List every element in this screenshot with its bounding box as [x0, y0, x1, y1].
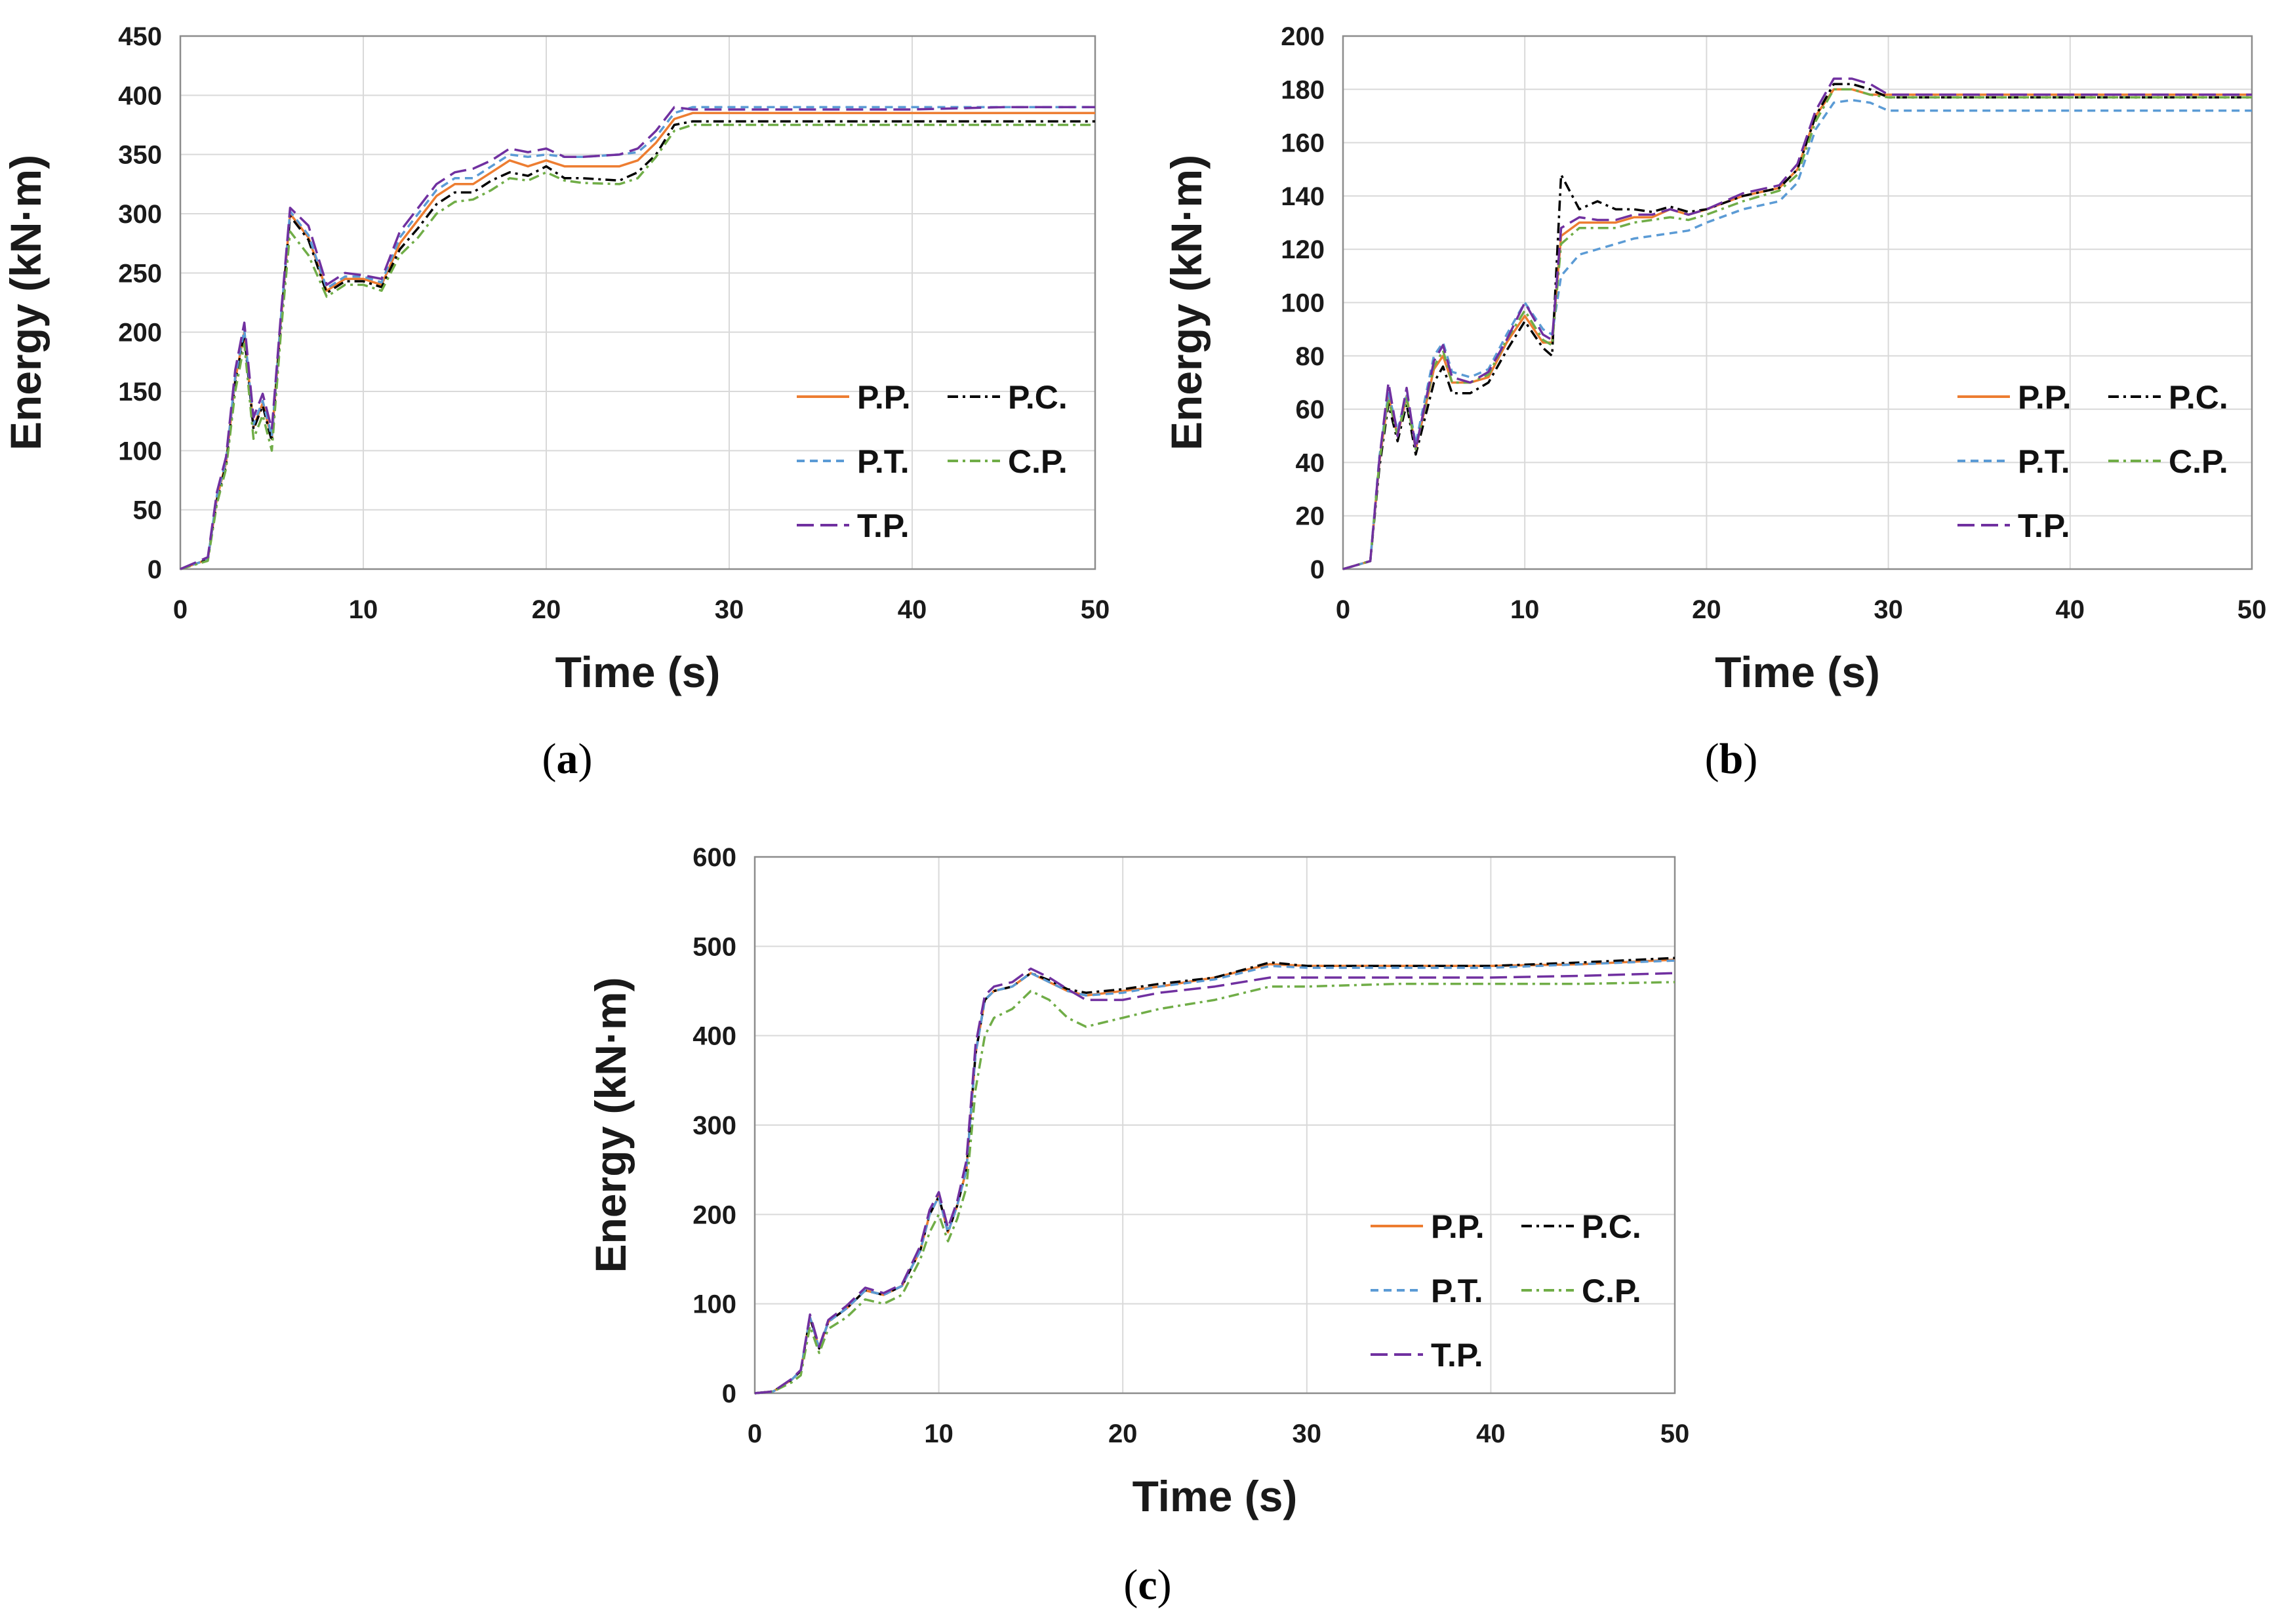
y-tick-label: 200: [1281, 22, 1325, 51]
y-axis-title: Energy (kN·m): [586, 977, 635, 1273]
y-tick-label: 40: [1296, 448, 1325, 477]
y-tick-label: 600: [692, 843, 736, 872]
x-tick-label: 40: [2056, 595, 2085, 624]
legend-label-pt: P.T.: [857, 443, 910, 480]
y-tick-label: 80: [1296, 342, 1325, 371]
y-tick-label: 140: [1281, 182, 1325, 211]
legend-label-cp: C.P.: [1582, 1273, 1641, 1309]
y-tick-label: 100: [1281, 289, 1325, 318]
x-tick-label: 10: [924, 1419, 953, 1448]
y-tick-label: 20: [1296, 502, 1325, 531]
y-tick-label: 0: [1310, 555, 1325, 584]
panel-label-b: (b): [1704, 735, 1758, 783]
series-line-tp: [1342, 77, 2252, 570]
chart-panel-c: 0 10 20 30 40 50 0 100 200 300 400 500 600 Time (s) En…: [571, 820, 1712, 1624]
x-axis-title: Time (s): [1133, 1472, 1298, 1520]
series-line-pt: [754, 959, 1675, 1395]
x-tick-label: 10: [1510, 595, 1540, 624]
x-tick-label: 40: [1476, 1419, 1506, 1448]
y-tick-label: 250: [118, 259, 162, 288]
y-tick-label: 200: [692, 1200, 736, 1229]
x-tick-label: 10: [349, 595, 378, 624]
legend-label-tp: T.P.: [857, 507, 910, 544]
x-tick-label: 50: [2237, 595, 2267, 624]
series-line-cp: [1342, 88, 2252, 570]
legend-label-pc: P.C.: [1582, 1208, 1641, 1245]
y-tick-label: 450: [118, 22, 162, 51]
y-tick-label: 100: [118, 437, 162, 465]
x-tick-label: 20: [1692, 595, 1721, 624]
x-tick-label: 20: [532, 595, 561, 624]
plot-area-frame: [1342, 35, 2253, 570]
chart-b-svg: 0 10 20 30 40 50 0 20 40 60 80 100 120 140 160 180 200 Ti…: [1162, 22, 2267, 696]
y-tick-label: 100: [692, 1290, 736, 1319]
legend-label-pt: P.T.: [1431, 1273, 1483, 1309]
chart-panel-a: 0 10 20 30 40 50 0 50 100 150 200 250 300 350 400 450 Ti…: [0, 0, 1115, 787]
series-line-pt: [180, 106, 1095, 570]
y-tick-label: 400: [118, 81, 162, 110]
series-line-pt: [1342, 98, 2252, 570]
y-tick-label: 120: [1281, 235, 1325, 264]
series-line-pp: [754, 959, 1675, 1395]
y-axis-title: Energy (kN·m): [1162, 155, 1211, 450]
panel-label-c: (c): [1123, 1561, 1172, 1609]
y-tick-label: 50: [133, 496, 163, 525]
x-tick-label: 30: [1293, 1419, 1322, 1448]
x-tick-label: 0: [748, 1419, 762, 1448]
legend-label-pc: P.C.: [2169, 379, 2228, 416]
x-tick-label: 30: [715, 595, 744, 624]
series-line-pc: [1342, 83, 2252, 570]
plot-area-frame: [753, 856, 1676, 1395]
chart-a-svg: 0 10 20 30 40 50 0 50 100 150 200 250 300 350 400 450 Ti…: [1, 22, 1110, 696]
x-tick-label: 0: [1336, 595, 1350, 624]
y-tick-label: 300: [118, 200, 162, 229]
y-tick-label: 500: [692, 932, 736, 961]
series-line-pp: [180, 111, 1095, 570]
y-tick-label: 180: [1281, 75, 1325, 104]
legend-label-pc: P.C.: [1008, 379, 1068, 416]
x-tick-label: 20: [1108, 1419, 1138, 1448]
y-tick-label: 300: [692, 1111, 736, 1140]
y-tick-label: 60: [1296, 395, 1325, 424]
panel-label-a: (a): [542, 735, 593, 783]
x-tick-label: 50: [1081, 595, 1110, 624]
legend-label-pp: P.P.: [857, 379, 911, 416]
legend-label-tp: T.P.: [1431, 1337, 1483, 1374]
series-line-cp: [180, 123, 1095, 570]
legend-label-cp: C.P.: [2169, 443, 2228, 480]
x-tick-label: 40: [898, 595, 927, 624]
series-line-tp: [180, 106, 1095, 570]
y-tick-label: 150: [118, 378, 162, 406]
y-tick-label: 200: [118, 319, 162, 347]
legend-label-cp: C.P.: [1008, 443, 1068, 480]
series-line-cp: [754, 981, 1675, 1395]
x-axis-title: Time (s): [1715, 648, 1880, 696]
y-tick-label: 160: [1281, 129, 1325, 158]
legend-label-pp: P.P.: [1431, 1208, 1485, 1245]
legend-label-pt: P.T.: [2018, 443, 2070, 480]
y-tick-label: 350: [118, 141, 162, 170]
x-tick-label: 30: [1874, 595, 1903, 624]
x-axis-title: Time (s): [555, 648, 721, 696]
y-tick-label: 400: [692, 1022, 736, 1051]
chart-panel-b: 0 10 20 30 40 50 0 20 40 60 80 100 120 140 160 180 200 Ti…: [1161, 0, 2286, 787]
y-axis-title: Energy (kN·m): [1, 155, 50, 450]
plot-area-frame: [179, 35, 1096, 570]
series-line-pc: [180, 120, 1095, 570]
x-tick-label: 50: [1660, 1419, 1690, 1448]
legend-label-tp: T.P.: [2018, 507, 2070, 544]
legend-label-pp: P.P.: [2018, 379, 2072, 416]
series-line-tp: [754, 967, 1675, 1395]
y-tick-label: 0: [148, 555, 162, 584]
series-line-pc: [754, 957, 1675, 1395]
x-tick-label: 0: [173, 595, 188, 624]
y-tick-label: 0: [722, 1379, 736, 1408]
